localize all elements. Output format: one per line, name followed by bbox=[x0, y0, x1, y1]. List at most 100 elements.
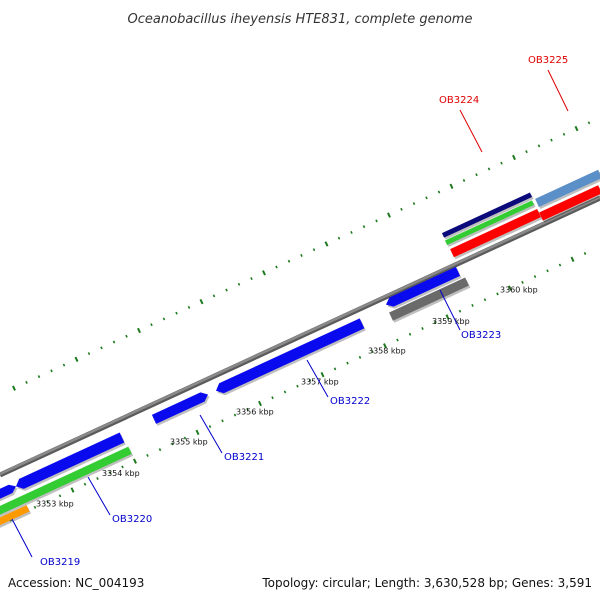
scale-tick-label: 3360 kbp bbox=[500, 285, 538, 294]
inner-tick-mark bbox=[346, 361, 349, 365]
outer-tick-mark bbox=[387, 212, 391, 218]
gene-arrow-ob3223 bbox=[386, 266, 461, 307]
inner-tick-mark bbox=[121, 465, 124, 469]
inner-tick-mark bbox=[158, 448, 162, 452]
scale-tick-label: 3358 kbp bbox=[368, 346, 406, 355]
gene-bar-gray bbox=[389, 277, 469, 321]
inner-tick-mark bbox=[296, 384, 299, 388]
inner-tick-mark bbox=[570, 256, 575, 262]
outer-tick-mark bbox=[137, 327, 141, 334]
outer-tick-mark bbox=[74, 356, 79, 363]
outer-tick-mark bbox=[112, 340, 116, 344]
gene-label-ob3224: OB3224 bbox=[439, 95, 479, 106]
inner-tick-mark bbox=[271, 396, 274, 400]
outer-tick-mark bbox=[100, 346, 103, 350]
outer-tick-mark bbox=[400, 207, 403, 211]
gene-bar-ob3224 bbox=[441, 192, 533, 238]
inner-tick-mark bbox=[70, 487, 75, 493]
inner-tick-mark bbox=[183, 436, 187, 440]
inner-tick-mark bbox=[233, 413, 237, 417]
inner-tick-mark bbox=[83, 482, 87, 486]
outer-tick-mark bbox=[337, 236, 341, 240]
gene-label-ob3219: OB3219 bbox=[40, 557, 80, 568]
inner-tick-mark bbox=[133, 458, 137, 464]
accession-text: Accession: NC_004193 bbox=[8, 576, 144, 590]
outer-tick-mark bbox=[199, 298, 204, 305]
outer-tick-mark bbox=[324, 241, 329, 247]
gene-arrow-ob3219 bbox=[0, 484, 16, 499]
leader-line bbox=[547, 69, 569, 112]
inner-tick-mark bbox=[58, 494, 62, 498]
inner-tick-mark bbox=[96, 477, 99, 480]
outer-tick-mark bbox=[262, 270, 266, 276]
topology-summary: Topology: circular; Length: 3,630,528 bp… bbox=[261, 576, 592, 590]
backbone bbox=[0, 195, 600, 478]
gene-arrow-ob3222 bbox=[216, 318, 365, 394]
outer-tick-mark bbox=[487, 167, 491, 171]
inner-tick-mark bbox=[258, 400, 262, 407]
gene-arrow-ob3221 bbox=[151, 392, 208, 424]
outer-tick-mark bbox=[150, 323, 153, 327]
scale-tick-label: 3353 kbp bbox=[36, 500, 74, 509]
inner-tick-mark bbox=[458, 309, 462, 313]
gene-bar-orange bbox=[0, 505, 30, 526]
outer-tick-mark bbox=[125, 334, 128, 338]
tick-rows bbox=[8, 121, 591, 522]
scale-tick-label: 3354 kbp bbox=[102, 469, 140, 478]
outer-tick-mark bbox=[412, 202, 416, 206]
outer-tick-mark bbox=[237, 282, 241, 286]
gene-label-ob3222: OB3222 bbox=[330, 396, 370, 407]
outer-tick-mark bbox=[162, 317, 166, 321]
inner-tick-mark bbox=[146, 453, 149, 457]
scale-tick-label: 3355 kbp bbox=[170, 438, 208, 447]
outer-tick-mark bbox=[425, 196, 428, 200]
gene-arrow-ob3220 bbox=[16, 432, 125, 489]
leader-line bbox=[11, 518, 33, 558]
gene-label-ob3225: OB3225 bbox=[528, 55, 568, 66]
outer-tick-mark bbox=[562, 132, 566, 136]
inner-tick-mark bbox=[283, 390, 287, 394]
outer-tick-mark bbox=[275, 265, 278, 269]
inner-tick-mark bbox=[546, 269, 549, 273]
outer-tick-mark bbox=[300, 254, 303, 257]
inner-tick-mark bbox=[320, 371, 325, 378]
gene-label-ob3221: OB3221 bbox=[224, 452, 264, 463]
inner-tick-mark bbox=[208, 425, 212, 429]
outer-tick-mark bbox=[287, 259, 291, 263]
scale-tick-label: 3356 kbp bbox=[236, 407, 274, 416]
gene-bar-red-2 bbox=[539, 185, 600, 221]
inner-tick-mark bbox=[445, 314, 450, 320]
outer-tick-mark bbox=[175, 311, 178, 315]
inner-tick-mark bbox=[433, 321, 437, 325]
backbone-line bbox=[0, 195, 600, 476]
outer-tick-mark bbox=[475, 173, 478, 177]
outer-tick-mark bbox=[12, 385, 16, 391]
outer-tick-mark bbox=[525, 150, 528, 154]
inner-tick-mark bbox=[46, 500, 49, 504]
outer-tick-mark bbox=[212, 294, 216, 298]
gene-label-ob3220: OB3220 bbox=[112, 514, 152, 525]
inner-tick-mark bbox=[521, 280, 524, 284]
inner-tick-mark bbox=[195, 429, 200, 436]
gene-bar-ob3225 bbox=[535, 169, 600, 208]
inner-tick-mark bbox=[383, 343, 387, 349]
gene-features bbox=[0, 169, 600, 528]
inner-tick-mark bbox=[558, 263, 562, 267]
outer-tick-mark bbox=[449, 183, 454, 189]
outer-tick-mark bbox=[87, 352, 91, 356]
outer-tick-mark bbox=[462, 179, 466, 182]
inner-tick-mark bbox=[308, 378, 312, 382]
outer-tick-mark bbox=[587, 121, 591, 125]
outer-tick-mark bbox=[250, 277, 253, 281]
outer-tick-mark bbox=[37, 375, 41, 379]
outer-tick-mark bbox=[437, 190, 441, 194]
outer-tick-mark bbox=[500, 161, 503, 165]
gene-label-ob3223: OB3223 bbox=[461, 330, 501, 341]
outer-tick-mark bbox=[225, 288, 228, 292]
inner-tick-mark bbox=[333, 367, 337, 371]
leader-line bbox=[459, 109, 483, 153]
outer-tick-mark bbox=[550, 138, 553, 142]
inner-tick-mark bbox=[358, 355, 362, 359]
